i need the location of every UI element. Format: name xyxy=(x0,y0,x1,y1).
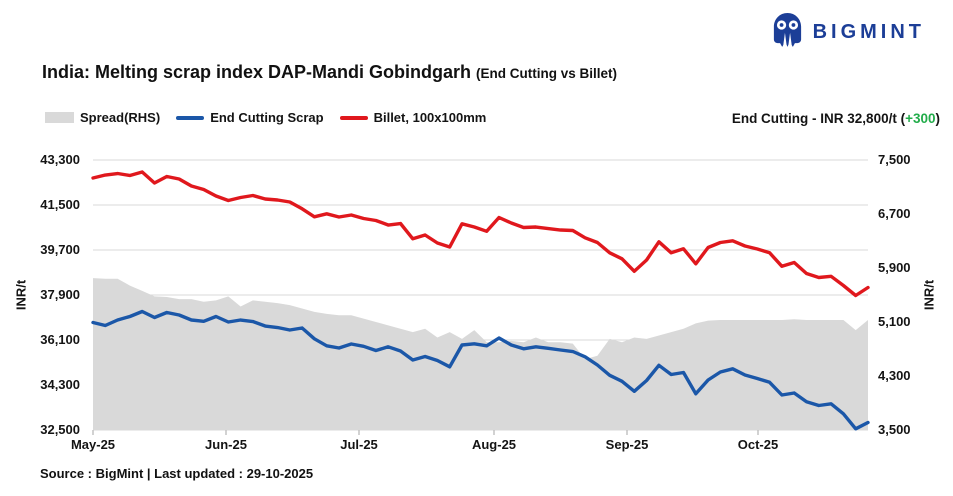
billet-100x100mm-line xyxy=(91,170,870,298)
x-axis-tick-label: Aug-25 xyxy=(471,437,517,452)
legend-label-end-cutting: End Cutting Scrap xyxy=(210,110,324,125)
price-suffix: ) xyxy=(935,111,941,126)
x-axis-tick-label: Jun-25 xyxy=(205,437,247,452)
chart-title-suffix: (End Cutting vs Billet) xyxy=(476,66,618,81)
legend-label-billet: Billet, 100x100mm xyxy=(373,110,487,125)
spread-area xyxy=(93,278,868,430)
right-axis-tick-label: 6,700 xyxy=(878,206,911,221)
legend-item-end-cutting: End Cutting Scrap xyxy=(176,110,324,125)
right-axis-tick-label: 7,500 xyxy=(878,152,911,167)
brand-name: BIGMINT xyxy=(812,20,925,43)
left-axis-tick-label: 37,900 xyxy=(40,287,80,302)
billet-line-swatch xyxy=(339,115,368,120)
x-axis-tick-label: Sep-25 xyxy=(605,437,649,452)
brand-logo: BIGMINT xyxy=(771,11,925,53)
x-axis-tick-label: Oct-25 xyxy=(737,437,779,452)
page-title: India: Melting scrap index DAP-Mandi Gob… xyxy=(42,62,617,83)
legend-item-spread: Spread(RHS) xyxy=(45,110,160,125)
x-axis-tick-label: Jul-25 xyxy=(340,437,378,452)
right-axis-tick-label: 5,100 xyxy=(878,314,911,329)
current-price-label: End Cutting - INR 32,800/t (+300) xyxy=(732,111,940,126)
chart-title: India: Melting scrap index DAP-Mandi Gob… xyxy=(42,62,472,82)
legend: Spread(RHS) End Cutting Scrap Billet, 10… xyxy=(45,110,486,125)
end-cutting-line-swatch xyxy=(176,115,205,120)
legend-item-billet: Billet, 100x100mm xyxy=(339,110,487,125)
left-axis-tick-label: 43,300 xyxy=(40,152,80,167)
price-prefix: End Cutting - INR 32,800/t ( xyxy=(731,111,906,126)
x-axis-tick-label: May-25 xyxy=(70,437,116,452)
right-axis-title: INR/t xyxy=(921,279,937,311)
bigmint-logo-icon xyxy=(771,11,804,53)
left-axis-tick-label: 34,300 xyxy=(40,377,80,392)
left-axis-tick-label: 36,100 xyxy=(40,332,80,347)
left-axis-tick-label: 32,500 xyxy=(40,422,80,437)
price-change: +300 xyxy=(905,111,936,126)
left-axis-tick-label: 41,500 xyxy=(40,197,80,212)
left-axis-title: INR/t xyxy=(13,279,29,311)
legend-label-spread: Spread(RHS) xyxy=(80,110,161,125)
spread-area-swatch xyxy=(45,112,74,123)
end-cutting-scrap-line xyxy=(91,309,870,431)
right-axis-tick-label: 4,300 xyxy=(878,368,911,383)
right-axis-tick-label: 3,500 xyxy=(878,422,911,437)
left-axis-tick-label: 39,700 xyxy=(40,242,80,257)
source-note: Source : BigMint | Last updated : 29-10-… xyxy=(40,466,314,481)
right-axis-tick-label: 5,900 xyxy=(878,260,911,275)
